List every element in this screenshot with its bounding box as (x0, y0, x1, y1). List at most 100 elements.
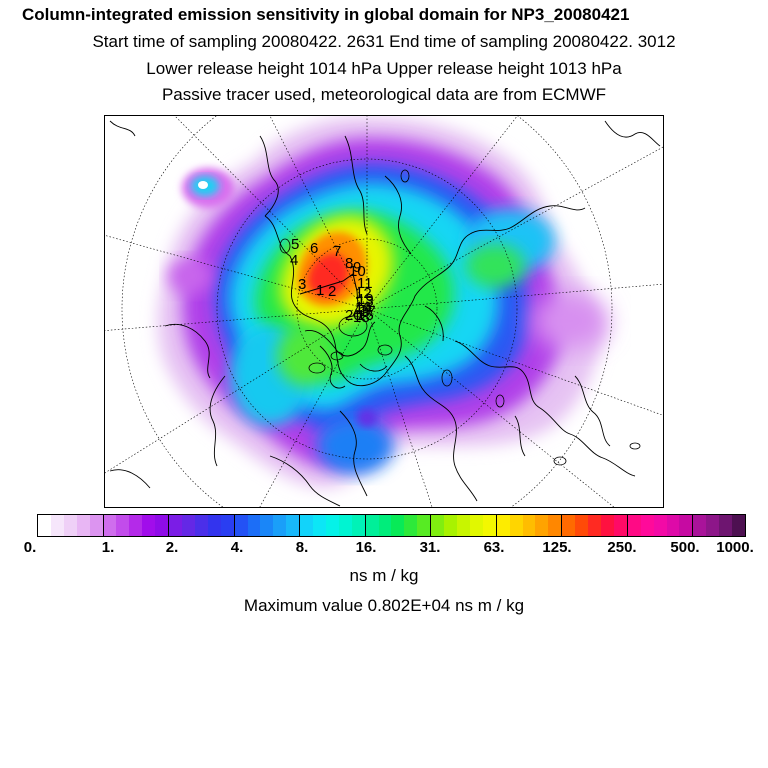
colorbar-segment (732, 515, 745, 536)
sensitivity-plume (157, 117, 608, 489)
colorbar-segment (575, 515, 589, 536)
colorbar-segment (600, 515, 614, 536)
release-label: 17 (359, 303, 376, 320)
colorbar-segment (588, 515, 601, 536)
colorbar-segment (181, 515, 195, 536)
release-label: 18 (353, 309, 370, 326)
colorbar-segment (692, 515, 707, 536)
maximum-value-text: Maximum value 0.802E+04 ns m / kg (243, 596, 525, 615)
colorbar-segment (129, 515, 143, 536)
colorbar-tick-label: 8. (295, 539, 309, 556)
colorbar-segment (640, 515, 654, 536)
release-label: 14 (355, 301, 372, 318)
colorbar-tick-labels: 0. 1. 2. 4. 8. 16. 31. 63. 125. 250. 500… (0, 539, 768, 559)
release-label: 6 (310, 240, 318, 257)
colorbar-segment (168, 515, 182, 536)
coastlines (109, 120, 661, 507)
colorbar-segment (706, 515, 720, 536)
release-label: 7 (333, 243, 341, 260)
colorbar-segment (260, 515, 274, 536)
release-label: 19 (357, 291, 374, 308)
colorbar-segment (233, 515, 248, 536)
graticule (105, 116, 663, 507)
colorbar-tick-label: 250. (607, 539, 637, 556)
colorbar-segment (653, 515, 667, 536)
colorbar-segment (313, 515, 326, 536)
release-label: 11 (357, 275, 373, 292)
tracer-info-line: Passive tracer used, meteorological data… (161, 85, 607, 104)
swirl-hole (198, 181, 208, 189)
map-canvas: 5 6 7 4 8 9 10 11 3 1 2 12 13 14 15 16 1… (105, 116, 663, 507)
colorbar-segment (613, 515, 627, 536)
plume-layer-red (307, 253, 349, 298)
release-label: 9 (353, 259, 361, 276)
colorbar-tick-label: 1. (101, 539, 115, 556)
release-label: 12 (355, 285, 372, 302)
colorbar-segment (220, 515, 234, 536)
colorbar-segment (364, 515, 379, 536)
colorbar-segment (430, 515, 445, 536)
colorbar-segment (102, 515, 117, 536)
colorbar-segment (535, 515, 549, 536)
colorbar-segment (351, 515, 365, 536)
colorbar-tick-label: 63. (483, 539, 505, 556)
colorbar-segment (666, 515, 680, 536)
colorbar-tick-label: 16. (355, 539, 377, 556)
colorbar-units: ns m / kg (349, 566, 419, 585)
colorbar-segment (155, 515, 169, 536)
colorbar-segment (273, 515, 287, 536)
colorbar-segment (561, 515, 576, 536)
colorbar-segment (194, 515, 208, 536)
plot-title: Column-integrated emission sensitivity i… (22, 5, 630, 24)
southern-lobe (317, 418, 393, 474)
release-label: 3 (298, 276, 306, 293)
colorbar-segment (457, 515, 470, 536)
colorbar-segment (116, 515, 130, 536)
release-label: 2 (328, 283, 336, 300)
colorbar-segment (286, 515, 300, 536)
release-label: 15 (357, 307, 374, 324)
colorbar-tick-label: 1000. (716, 539, 754, 556)
colorbar-segment (378, 515, 392, 536)
colorbar-segment (469, 515, 483, 536)
colorbar-tick-label: 0. (23, 539, 37, 556)
america-lobe-green (277, 326, 333, 386)
colorbar-segment (325, 515, 339, 536)
sensitivity-map: 5 6 7 4 8 9 10 11 3 1 2 12 13 14 15 16 1… (104, 115, 664, 508)
east-lobe (532, 293, 608, 349)
colorbar-segment (38, 515, 51, 536)
colorbar-segment (548, 515, 562, 536)
release-label: 4 (290, 252, 298, 269)
colorbar-segment (299, 515, 314, 536)
colorbar-segment (495, 515, 510, 536)
colorbar-tick-label: 4. (230, 539, 244, 556)
colorbar-segment (482, 515, 496, 536)
colorbar-segment (338, 515, 352, 536)
islands (279, 169, 641, 466)
colorbar-tick-label: 2. (165, 539, 179, 556)
colorbar (37, 514, 746, 537)
colorbar-segment (391, 515, 405, 536)
colorbar-segment (679, 515, 693, 536)
pacific-lobe-green (465, 244, 525, 288)
southern-lobe-core (357, 409, 377, 427)
colorbar-tick-label: 500. (670, 539, 700, 556)
colorbar-segment (207, 515, 221, 536)
colorbar-segment (63, 515, 77, 536)
colorbar-segment (89, 515, 103, 536)
colorbar-segment (719, 515, 733, 536)
colorbar-segment (626, 515, 641, 536)
colorbar-tick-label: 31. (419, 539, 441, 556)
colorbar-segment (404, 515, 418, 536)
colorbar-tick-label: 125. (542, 539, 572, 556)
colorbar-segment (522, 515, 536, 536)
release-label: 5 (291, 236, 299, 253)
release-labels: 5 6 7 4 8 9 10 11 3 1 2 12 13 14 15 16 1… (290, 236, 376, 326)
colorbar-segment (509, 515, 523, 536)
sampling-time-line: Start time of sampling 20080422. 2631 En… (92, 32, 676, 51)
colorbar-segment (444, 515, 457, 536)
release-label: 16 (355, 299, 372, 316)
flight-track (299, 273, 359, 319)
release-height-line: Lower release height 1014 hPa Upper rele… (146, 59, 622, 78)
release-label: 8 (345, 255, 353, 272)
